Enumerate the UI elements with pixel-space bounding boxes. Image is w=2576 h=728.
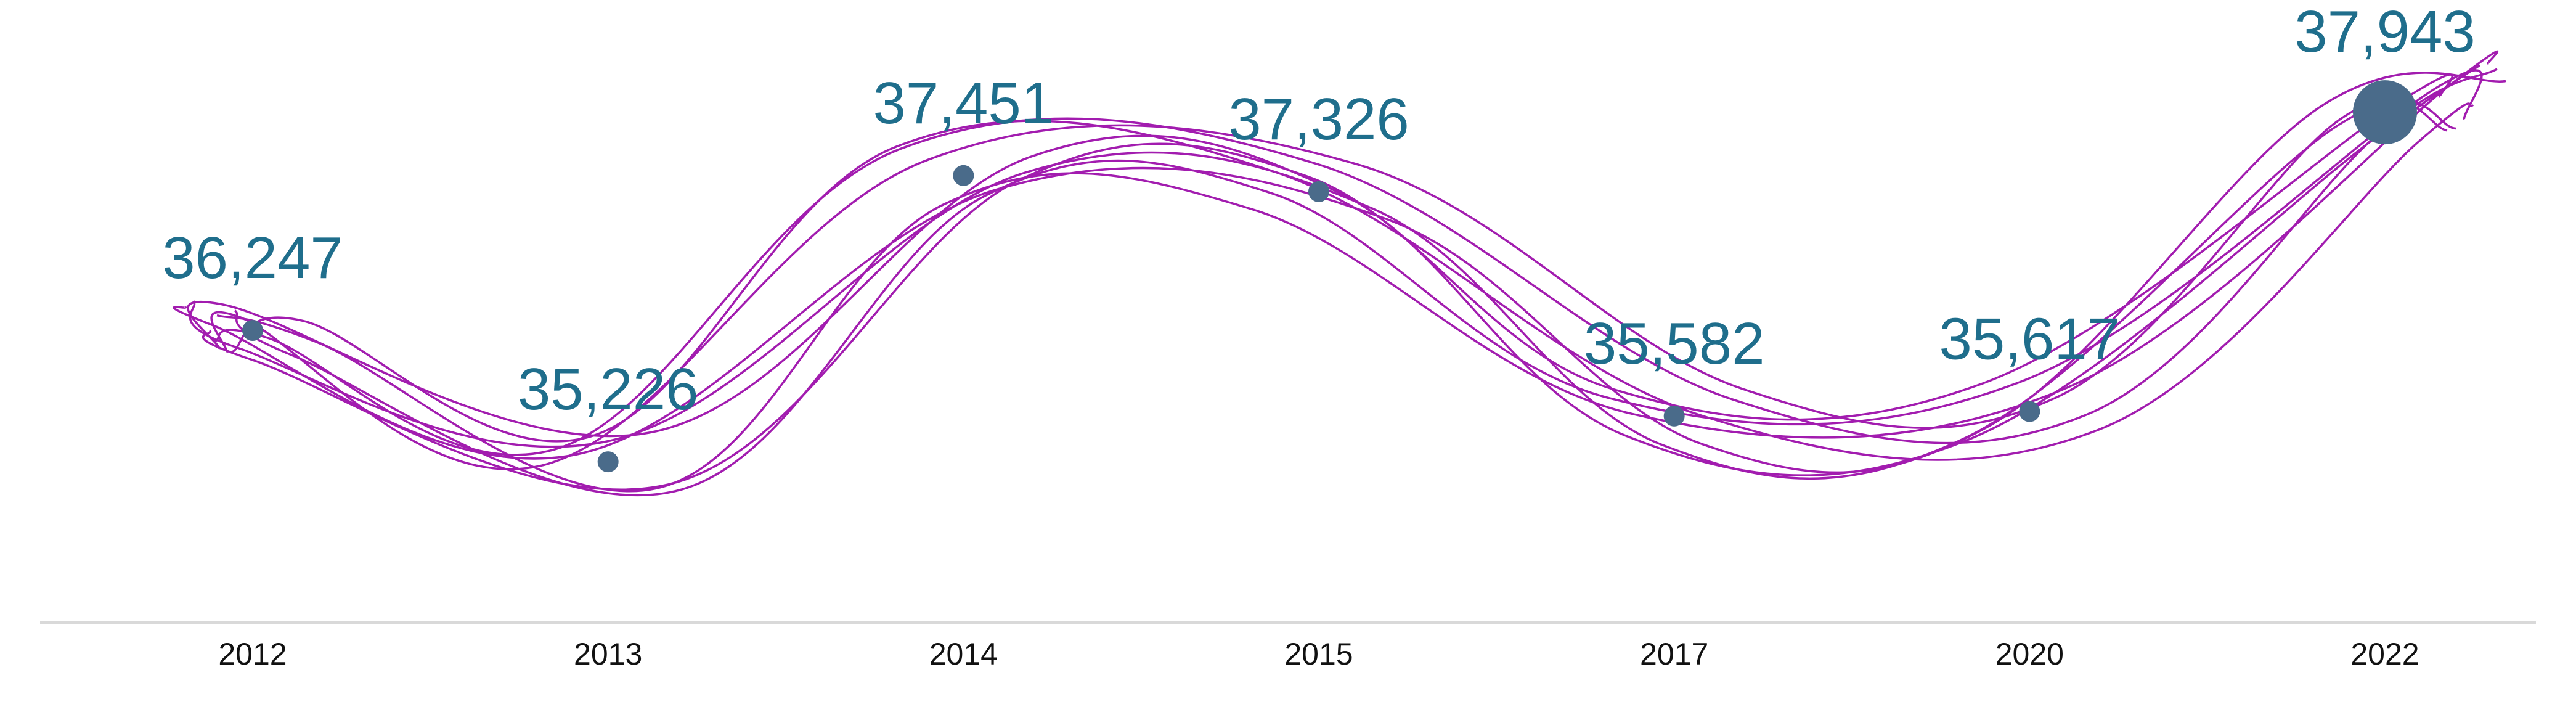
x-tick-label: 2012 — [218, 637, 287, 671]
data-label: 37,326 — [1228, 86, 1409, 152]
x-tick-labels: 2012 2013 2014 2015 2017 2020 2022 — [218, 637, 2419, 671]
data-label: 35,582 — [1584, 311, 1765, 377]
data-point — [953, 165, 974, 186]
data-points — [242, 80, 2417, 473]
decorative-curve — [189, 99, 2456, 480]
decorative-curve — [210, 98, 2448, 470]
x-tick-label: 2015 — [1284, 637, 1353, 671]
x-tick-label: 2013 — [574, 637, 642, 671]
x-tick-label: 2017 — [1640, 637, 1708, 671]
data-point — [2019, 401, 2040, 422]
x-tick-label: 2020 — [1995, 637, 2064, 671]
decorative-curve — [202, 73, 2453, 491]
decorative-curve — [214, 68, 2498, 456]
data-label: 35,617 — [1939, 306, 2121, 372]
x-tick-label: 2014 — [929, 637, 998, 671]
x-tick-label: 2022 — [2350, 637, 2419, 671]
data-labels: 36,247 35,226 37,451 37,326 35,582 35,617 37,9… — [162, 0, 2476, 422]
decorative-curve — [173, 72, 2506, 474]
data-label: 37,943 — [2294, 0, 2476, 65]
decorative-curve — [216, 50, 2499, 493]
data-point — [597, 451, 619, 473]
data-point — [1308, 181, 1329, 202]
data-point — [242, 320, 263, 342]
data-label: 37,451 — [873, 70, 1054, 136]
decorative-curve — [234, 69, 2483, 496]
data-point — [1663, 405, 1685, 427]
highlight-point — [2353, 80, 2417, 145]
decorative-curves — [173, 50, 2506, 496]
data-label: 36,247 — [162, 225, 343, 291]
decorative-curve — [187, 64, 2480, 476]
data-label: 35,226 — [518, 356, 699, 422]
